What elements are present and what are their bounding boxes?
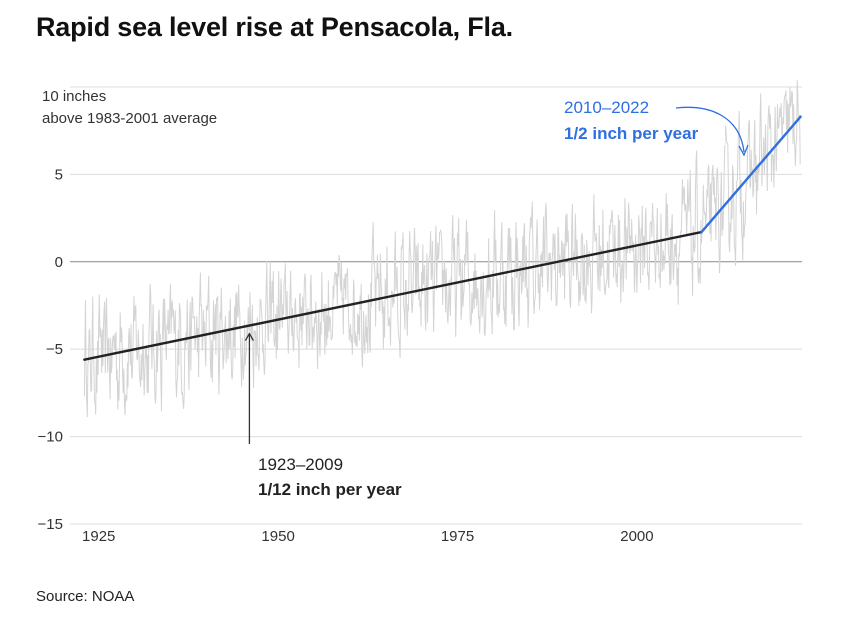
x-tick-label: 1925 xyxy=(82,528,115,545)
early-trend-period-label: 1923–2009 xyxy=(258,455,343,474)
recent-trend-rate-label: 1/2 inch per year xyxy=(564,124,699,143)
x-tick-label: 1975 xyxy=(441,528,474,545)
chart-title: Rapid sea level rise at Pensacola, Fla. xyxy=(36,12,513,42)
raw-data-series xyxy=(83,79,801,418)
y-axis-label-line: 10 inches xyxy=(42,88,106,105)
x-tick-label: 1950 xyxy=(261,528,294,545)
early-trend-line xyxy=(83,230,703,361)
source-note: Source: NOAA xyxy=(36,588,135,605)
y-tick-label: −10 xyxy=(38,429,63,446)
y-axis-label-line: above 1983-2001 average xyxy=(42,110,217,127)
monthly-sea-level-line xyxy=(83,79,801,418)
y-axis-label: 10 inches above 1983-2001 average xyxy=(42,88,217,127)
trend-lines xyxy=(83,115,802,361)
x-tick-label: 2000 xyxy=(620,528,653,545)
y-tick-label: 0 xyxy=(55,254,63,271)
y-tick-label: −15 xyxy=(38,516,63,533)
early-trend-rate-label: 1/12 inch per year xyxy=(258,480,402,499)
y-tick-label: −5 xyxy=(46,341,63,358)
recent-label-backing xyxy=(560,95,670,117)
recent-trend-arrow-head xyxy=(738,144,749,157)
recent-trend-period-label: 2010–2022 xyxy=(564,98,649,117)
y-tick-label: 5 xyxy=(55,166,63,183)
recent-trend-line xyxy=(700,115,802,234)
early-trend-arrow-head xyxy=(244,332,254,341)
recent-trend-arrow xyxy=(675,106,745,153)
recent-label-backing xyxy=(560,121,725,145)
axes: 5 0 −5 −10 −15 1925 1950 1975 2000 xyxy=(38,166,654,545)
